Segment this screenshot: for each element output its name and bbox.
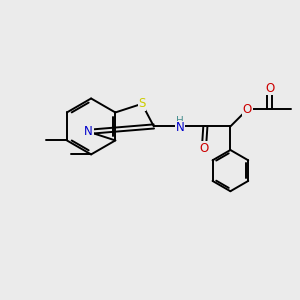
Text: O: O: [265, 82, 274, 95]
Text: N: N: [84, 125, 93, 138]
Text: N: N: [176, 122, 185, 134]
Text: O: O: [243, 103, 252, 116]
Text: O: O: [199, 142, 208, 155]
Text: S: S: [138, 97, 146, 110]
Text: H: H: [176, 116, 184, 126]
